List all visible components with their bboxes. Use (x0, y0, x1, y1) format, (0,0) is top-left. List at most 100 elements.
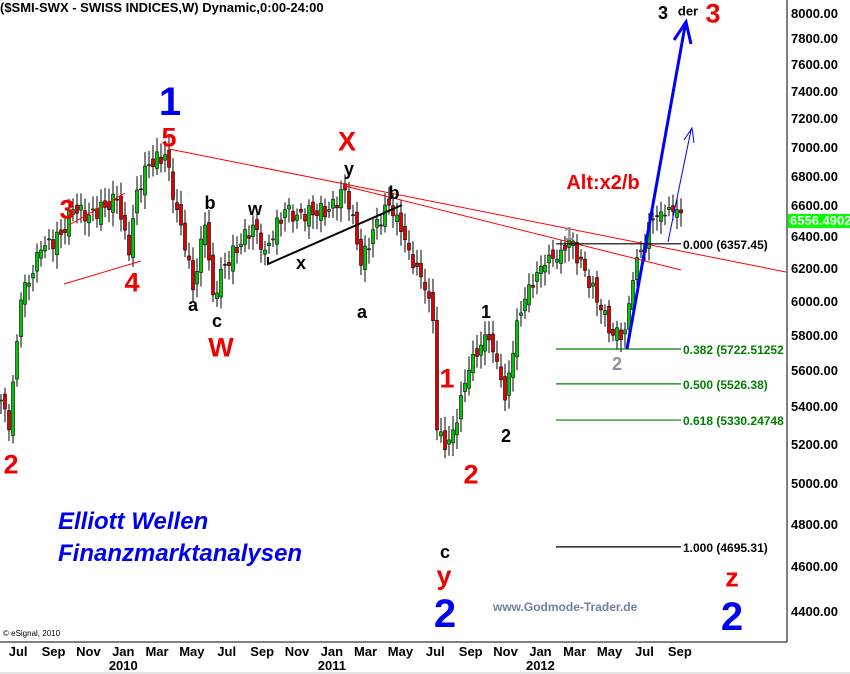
website-link[interactable]: www.Godmode-Trader.de (493, 600, 638, 614)
candle (551, 239, 555, 268)
candle-body (535, 272, 539, 282)
candle (107, 188, 111, 223)
wave-label: c (439, 542, 451, 562)
candle (519, 300, 523, 327)
candle-body (195, 271, 199, 285)
candle (323, 198, 327, 226)
candle (635, 249, 639, 290)
candle (23, 274, 27, 318)
diagonal-upper-line (68, 192, 126, 226)
candle-body (19, 299, 23, 338)
candle (111, 180, 115, 227)
x-tick-label: Jan (529, 644, 552, 659)
candle-body (95, 208, 99, 219)
candle (227, 251, 231, 280)
candle-body (307, 205, 311, 227)
candle-body (639, 249, 643, 253)
candle (483, 321, 487, 366)
trendlines (63, 148, 787, 285)
candle-body (607, 305, 611, 334)
candle-body (487, 334, 491, 341)
candle-body (143, 165, 147, 196)
candle-body (359, 238, 363, 266)
candle (427, 278, 431, 313)
candle-body (139, 188, 143, 191)
candle-body (563, 244, 567, 251)
candle (267, 234, 271, 254)
candle (463, 369, 467, 403)
candle (471, 340, 475, 381)
candle-body (191, 260, 195, 291)
candle (503, 363, 507, 412)
candle-body (407, 242, 411, 251)
candle (115, 185, 119, 214)
candle (299, 203, 303, 220)
y-tick-label: 4400.00 (791, 603, 838, 619)
candle-body (207, 222, 211, 261)
candle-body (579, 256, 583, 260)
x-tick-label: Jul (635, 644, 654, 659)
candle (467, 356, 471, 396)
x-tick-label: Jul (425, 644, 445, 659)
y-tick-label: 7800.00 (791, 31, 838, 47)
candle-body (211, 254, 215, 296)
candle (587, 269, 591, 298)
candle-body (0, 399, 3, 402)
y-tick-label: 7600.00 (791, 57, 838, 73)
candle-body (283, 209, 287, 218)
candle-body (159, 156, 163, 164)
inner-trendline (344, 185, 682, 271)
x-tick-label: Nov (493, 644, 518, 659)
x-tick-label: Nov (284, 644, 310, 659)
candle-body (419, 263, 423, 278)
candle (239, 233, 243, 255)
candle-body (387, 198, 391, 206)
wave-label: 2 (720, 595, 744, 639)
candle (211, 242, 215, 303)
candle-body (539, 265, 543, 274)
candle (147, 150, 151, 179)
candle-body (491, 333, 495, 353)
candle (515, 308, 519, 371)
candle-body (7, 410, 11, 431)
candle-body (323, 205, 327, 218)
fib-label: 0.618 (5330.24748 (683, 414, 784, 429)
wave-label: 2 (500, 426, 512, 446)
candle-body (595, 277, 599, 303)
candle (11, 375, 15, 444)
candle-body (339, 189, 343, 209)
candle-body (659, 211, 663, 222)
candle-body (59, 229, 63, 235)
x-tick-label: Mar (354, 644, 378, 659)
candle (319, 195, 323, 233)
candle-body (303, 214, 307, 222)
candle-body (291, 210, 295, 222)
candle (359, 228, 363, 276)
y-tick-label: 5400.00 (791, 399, 838, 415)
diagonal-lower-line (63, 260, 142, 285)
candle (595, 270, 599, 317)
candle (87, 202, 91, 237)
y-tick-label: 5200.00 (791, 436, 838, 452)
candle (291, 204, 295, 233)
candle (179, 190, 183, 236)
fib-lines (556, 243, 681, 548)
candle (287, 198, 291, 223)
wave-label: der (677, 3, 699, 19)
candle-body (467, 369, 471, 389)
candle-body (679, 209, 683, 214)
candle (491, 320, 495, 363)
candle (295, 208, 299, 229)
candle (575, 234, 579, 275)
candle (315, 203, 319, 230)
fib-label: 0.382 (5722.51252 (683, 343, 784, 358)
candle (667, 196, 671, 217)
candle (479, 331, 483, 369)
candle-body (463, 382, 467, 392)
y-tick-label: 5000.00 (791, 476, 838, 491)
candle (143, 152, 147, 209)
wave-label: 2 (3, 449, 19, 480)
candle-body (583, 258, 587, 271)
wave-label: 1 (563, 224, 575, 244)
candle-body (135, 189, 139, 214)
